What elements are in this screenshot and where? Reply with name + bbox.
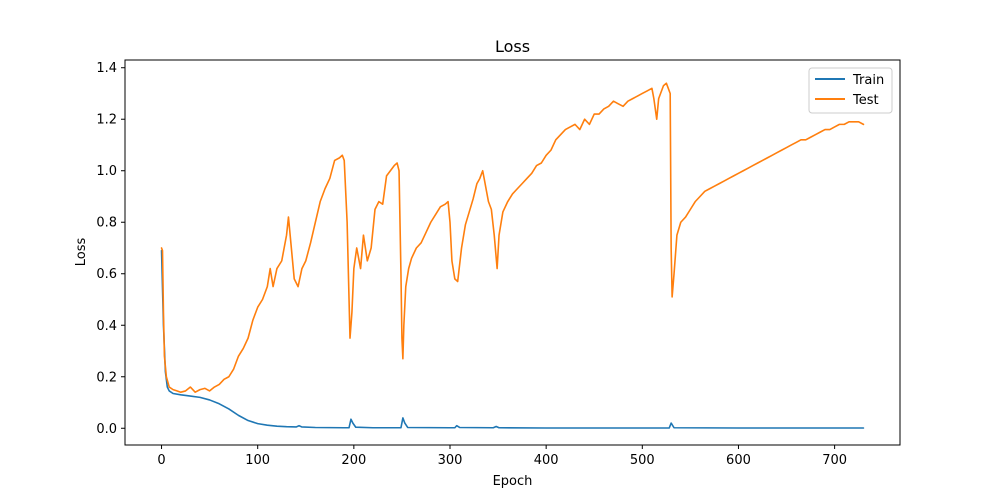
y-tick-label: 0.6: [96, 267, 117, 282]
x-tick-label: 100: [245, 453, 270, 468]
y-axis-ticks: 0.0 0.2 0.4 0.6 0.8 1.0 1.2 1.4: [96, 61, 125, 437]
x-axis-ticks: 0 100 200 300 400 500 600 700: [157, 445, 847, 468]
y-tick-label: 0.0: [96, 422, 117, 437]
x-tick-label: 700: [822, 453, 847, 468]
x-axis-label: Epoch: [493, 474, 533, 489]
x-tick-label: 0: [157, 453, 165, 468]
y-tick-label: 0.8: [96, 216, 117, 231]
series-line-test: [160, 82, 865, 394]
y-tick-label: 1.0: [96, 164, 117, 179]
y-tick-label: 0.2: [96, 370, 117, 385]
chart-title: Loss: [495, 37, 530, 56]
y-tick-label: 0.4: [96, 319, 117, 334]
legend-label-train: Train: [852, 73, 884, 88]
y-tick-label: 1.2: [96, 113, 117, 128]
series-line-train: [160, 249, 865, 429]
y-axis-label: Loss: [74, 238, 89, 267]
plot-layer: [160, 82, 865, 429]
x-tick-label: 600: [726, 453, 751, 468]
x-tick-label: 400: [534, 453, 559, 468]
y-tick-label: 1.4: [96, 61, 117, 76]
x-tick-label: 200: [341, 453, 366, 468]
legend-label-test: Test: [852, 93, 879, 108]
plot-frame: [124, 59, 901, 446]
x-tick-label: 500: [630, 453, 655, 468]
x-tick-label: 300: [438, 453, 463, 468]
legend: Train Test: [808, 67, 893, 114]
